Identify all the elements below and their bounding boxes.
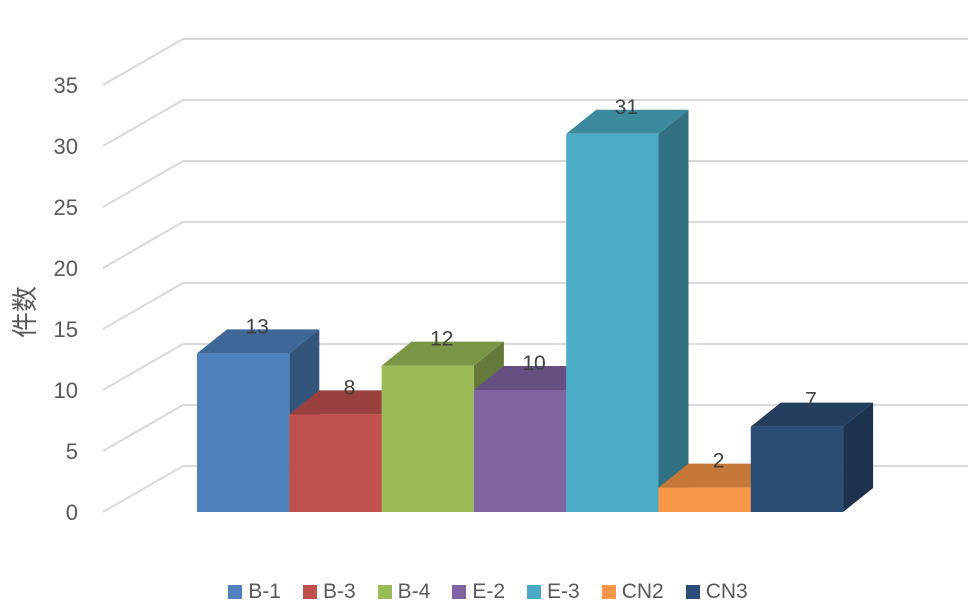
legend: B-1 B-3 B-4 E-2 E-3 CN2 CN3 (0, 578, 976, 606)
gridline (102, 465, 184, 513)
bar-front (473, 390, 567, 512)
gridline (102, 99, 184, 147)
legend-item: E-3 (527, 580, 580, 604)
data-label: 13 (245, 315, 268, 338)
bar-front (566, 133, 659, 513)
legend-swatch (302, 585, 317, 599)
bar-top (197, 329, 320, 354)
bar-top (473, 366, 597, 390)
bar-chart: 0 5 10 15 20 25 30 35 13 8 12 10 31 2 7 件数 (11, 38, 968, 525)
bar-front (750, 426, 844, 512)
data-label: 10 (522, 352, 545, 375)
bars (197, 109, 874, 513)
y-axis-ticks: 0 5 10 15 20 25 30 35 (54, 73, 78, 525)
legend-swatch (685, 585, 700, 599)
data-labels: 13 8 12 10 31 2 7 (245, 96, 816, 473)
legend-label: E-3 (547, 580, 580, 603)
bar-E-3 (566, 109, 689, 513)
legend-label: E-2 (472, 580, 506, 603)
legend-swatch (377, 585, 392, 599)
y-tick-label: 35 (54, 73, 78, 98)
legend-item: B-3 (302, 580, 356, 604)
gridline (102, 282, 184, 330)
legend-label: B-3 (322, 580, 356, 603)
legend-swatch (601, 585, 616, 599)
data-label: 2 (713, 450, 725, 473)
bar-side (843, 402, 874, 512)
bar-front (381, 365, 474, 512)
gridline (102, 343, 184, 391)
legend-swatch (228, 585, 243, 599)
bar-top (658, 463, 781, 488)
gridline (102, 160, 184, 208)
bar-front (197, 353, 290, 512)
data-label: 12 (430, 328, 453, 351)
legend-label: B-4 (397, 580, 431, 603)
data-label: 8 (344, 376, 356, 399)
gridline (102, 221, 184, 269)
legend-swatch (452, 585, 467, 599)
legend-swatch (527, 585, 542, 599)
gridline (102, 38, 184, 86)
bar-top (289, 390, 412, 415)
legend-item: B-4 (377, 580, 431, 604)
legend-label: CN3 (705, 580, 748, 603)
bar-front (658, 487, 751, 512)
y-tick-label: 0 (66, 500, 78, 525)
bar-top (381, 341, 504, 366)
y-tick-label: 30 (54, 134, 78, 159)
gridline (102, 404, 184, 452)
bar-top (566, 109, 689, 134)
bar-side (658, 109, 689, 513)
legend-item: B-1 (228, 580, 281, 604)
bar-top (750, 402, 874, 427)
bar-CN2 (658, 463, 781, 512)
bar-front (289, 414, 382, 512)
legend-label: B-1 (248, 580, 281, 603)
y-tick-label: 10 (54, 378, 78, 403)
y-tick-label: 20 (54, 256, 78, 281)
bar-CN3 (750, 402, 874, 512)
legend-label: CN2 (621, 580, 664, 603)
y-tick-label: 15 (54, 317, 78, 342)
legend-item: CN2 (601, 580, 664, 604)
legend-item: E-2 (452, 580, 505, 604)
y-tick-label: 25 (54, 195, 78, 220)
y-axis-label: 件数 (11, 286, 41, 338)
data-label: 7 (805, 389, 817, 412)
y-tick-label: 5 (66, 439, 78, 464)
legend-item: CN3 (685, 580, 748, 604)
data-label: 31 (615, 96, 638, 119)
